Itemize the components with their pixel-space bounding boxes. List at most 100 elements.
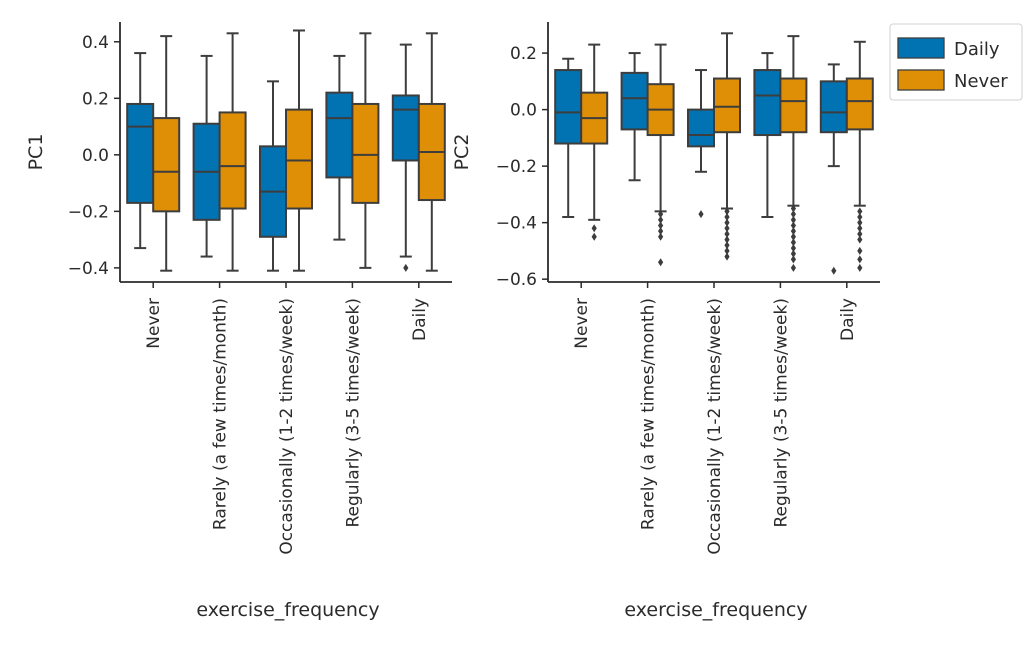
pc2-box-never-occasionally-1-2-times-week-outlier xyxy=(724,235,730,244)
pc2-box-daily-occasionally-1-2-times-week-iqr-box xyxy=(687,108,715,148)
pc1-y-axis-title: PC1 xyxy=(25,134,47,171)
legend: Daily Never xyxy=(889,23,1023,101)
pc2-box-never-regularly-3-5-times-week-outlier xyxy=(790,210,796,219)
pc2-box-never-occasionally-1-2-times-week xyxy=(713,32,741,261)
pc2-box-never-occasionally-1-2-times-week-outlier xyxy=(724,218,730,227)
chart-panel-pc2: −0.6 −0.4 −0.2 0.0 0.2 PC2 exercise_frequency N… xyxy=(451,22,880,621)
pc2-box-never-daily-iqr-box xyxy=(845,77,874,131)
pc2-box-never-regularly-3-5-times-week-outlier xyxy=(790,238,796,247)
pc2-box-never-occasionally-1-2-times-week-outlier xyxy=(724,207,730,216)
pc1-box-never-regularly-3-5-times-week xyxy=(351,32,380,269)
pc2-box-never-regularly-3-5-times-week-outlier xyxy=(790,263,796,272)
pc2-box-never-regularly-3-5-times-week-outlier xyxy=(790,232,796,241)
pc1-y-tick-label: 0.2 xyxy=(82,89,109,109)
pc2-box-never-occasionally-1-2-times-week-outlier xyxy=(724,252,730,261)
pc1-x-tick-label-never: Never xyxy=(144,298,164,349)
pc2-box-daily-rarely-a-few-times-month-iqr-box xyxy=(620,71,649,131)
pc1-box-never-rarely-a-few-times-month xyxy=(218,32,247,272)
pc2-box-never-never-outlier xyxy=(591,232,597,241)
pc2-x-tick-label-daily: Daily xyxy=(838,298,858,341)
pc2-box-never-regularly-3-5-times-week-outlier xyxy=(790,249,796,258)
pc2-box-never-occasionally-1-2-times-week-outlier xyxy=(724,224,730,233)
pc2-box-never-rarely-a-few-times-month-outlier xyxy=(658,227,664,236)
pc2-box-never-daily-outlier xyxy=(857,255,863,264)
pc2-box-daily-occasionally-1-2-times-week xyxy=(687,69,715,219)
pc2-box-never-daily-outlier xyxy=(857,235,863,244)
pc1-box-never-rarely-a-few-times-month-iqr-box xyxy=(218,111,247,210)
pc2-box-never-daily xyxy=(845,40,874,272)
pc1-x-tick-label-regularly-3-5-times-week: Regularly (3-5 times/week) xyxy=(343,298,363,527)
pc2-box-never-daily-outlier xyxy=(857,213,863,221)
pc1-box-never-daily xyxy=(417,32,446,272)
pc1-x-tick-label-daily: Daily xyxy=(410,298,430,341)
pc2-box-never-occasionally-1-2-times-week-iqr-box xyxy=(713,77,741,134)
pc2-box-never-rarely-a-few-times-month-outlier xyxy=(658,221,664,230)
pc1-box-daily-rarely-a-few-times-month xyxy=(192,54,221,258)
pc2-box-daily-daily-iqr-box xyxy=(819,80,848,134)
pc2-box-never-regularly-3-5-times-week-outlier xyxy=(790,227,796,236)
pc1-x-axis-title: exercise_frequency xyxy=(196,599,379,621)
pc2-box-never-daily-outlier xyxy=(857,218,863,227)
pc2-x-tick-label-regularly-3-5-times-week: Regularly (3-5 times/week) xyxy=(771,298,791,527)
pc2-box-never-rarely-a-few-times-month xyxy=(646,43,675,267)
pc2-box-never-never-outlier xyxy=(591,224,597,233)
pc2-box-daily-occasionally-1-2-times-week-outlier xyxy=(698,210,704,219)
pc2-y-axis-title: PC2 xyxy=(451,134,473,171)
pc2-x-tick-label-occasionally-1-2-times-week: Occasionally (1-2 times/week) xyxy=(705,298,725,555)
pc2-box-never-daily-outlier xyxy=(857,229,863,238)
pc2-box-daily-regularly-3-5-times-week-iqr-box xyxy=(753,69,782,137)
pc2-box-daily-daily xyxy=(819,63,848,275)
pc2-box-never-rarely-a-few-times-month-outlier xyxy=(658,232,664,241)
pc2-box-never-occasionally-1-2-times-week-outlier xyxy=(724,229,730,238)
pc1-box-never-occasionally-1-2-times-week-iqr-box xyxy=(285,108,313,210)
pc2-box-never-occasionally-1-2-times-week-outlier xyxy=(724,246,730,255)
pc1-box-never-never-iqr-box xyxy=(152,117,181,213)
pc2-box-never-daily-outlier xyxy=(857,263,863,272)
pc2-box-never-regularly-3-5-times-week-outlier xyxy=(790,204,796,213)
pc2-x-tick-label-rarely-a-few-times-month: Rarely (a few times/month) xyxy=(639,298,659,530)
pc2-y-tick-label: −0.4 xyxy=(496,214,537,234)
pc1-box-never-occasionally-1-2-times-week xyxy=(285,29,313,272)
pc2-box-never-regularly-3-5-times-week-outlier xyxy=(790,221,796,230)
pc2-box-daily-regularly-3-5-times-week xyxy=(753,52,782,218)
pc2-y-tick-label: −0.6 xyxy=(496,270,537,290)
pc2-box-never-rarely-a-few-times-month-outlier xyxy=(658,210,664,219)
pc2-x-axis-title: exercise_frequency xyxy=(624,599,807,621)
pc1-x-tick-label-occasionally-1-2-times-week: Occasionally (1-2 times/week) xyxy=(277,298,297,555)
pc1-x-tick-label-rarely-a-few-times-month: Rarely (a few times/month) xyxy=(211,298,231,530)
pc2-x-tick-label-never: Never xyxy=(572,298,592,349)
pc2-box-never-never xyxy=(580,43,609,241)
pc1-box-daily-daily-iqr-box xyxy=(391,94,420,162)
pc2-box-never-regularly-3-5-times-week-outlier xyxy=(790,215,796,224)
pc2-box-daily-rarely-a-few-times-month xyxy=(620,52,649,182)
legend-label-never: Never xyxy=(954,71,1008,92)
pc2-box-never-regularly-3-5-times-week-outlier xyxy=(790,255,796,264)
pc2-box-daily-daily-outlier xyxy=(831,266,837,275)
pc1-box-never-never xyxy=(152,35,181,272)
pc1-y-tick-label: −0.2 xyxy=(68,202,109,222)
pc2-box-never-rarely-a-few-times-month-outlier xyxy=(658,215,664,224)
pc1-y-tick-label: 0.4 xyxy=(82,33,109,53)
pc1-box-never-regularly-3-5-times-week-iqr-box xyxy=(351,102,380,204)
pc1-box-daily-daily-outlier xyxy=(403,263,409,272)
pc1-y-tick-label: 0.0 xyxy=(82,146,109,166)
legend-swatch-daily xyxy=(897,37,945,59)
pc1-box-daily-regularly-3-5-times-week-iqr-box xyxy=(325,91,354,179)
pc2-box-never-occasionally-1-2-times-week-outlier xyxy=(724,241,730,250)
pc1-y-tick-label: −0.4 xyxy=(68,259,109,279)
pc2-box-never-regularly-3-5-times-week-iqr-box xyxy=(779,77,808,134)
pc2-box-never-rarely-a-few-times-month-outlier xyxy=(658,258,664,267)
pc1-box-daily-occasionally-1-2-times-week xyxy=(259,80,287,272)
pc2-y-tick-label: 0.0 xyxy=(510,101,537,121)
pc1-box-daily-never-iqr-box xyxy=(126,102,155,204)
pc2-y-tick-label: 0.2 xyxy=(510,44,537,64)
pc2-box-daily-never xyxy=(554,57,583,218)
pc2-y-tick-label: −0.2 xyxy=(496,157,537,177)
pc1-box-daily-daily xyxy=(391,43,420,272)
legend-label-daily: Daily xyxy=(954,39,1000,60)
pc2-box-daily-never-iqr-box xyxy=(554,69,583,145)
pc2-box-never-daily-outlier xyxy=(857,224,863,233)
pc2-box-never-occasionally-1-2-times-week-outlier xyxy=(724,213,730,221)
pc2-box-never-daily-outlier xyxy=(857,246,863,255)
